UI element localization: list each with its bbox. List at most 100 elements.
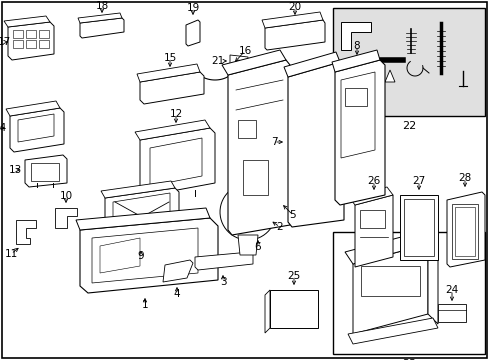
Polygon shape	[78, 13, 122, 23]
Polygon shape	[80, 218, 218, 293]
Text: 11: 11	[4, 249, 18, 259]
Text: 24: 24	[445, 285, 458, 295]
Polygon shape	[76, 208, 209, 230]
Polygon shape	[340, 72, 374, 158]
Polygon shape	[354, 195, 392, 267]
Polygon shape	[348, 187, 392, 205]
Polygon shape	[25, 155, 67, 187]
Text: 6: 6	[254, 242, 261, 252]
Text: 28: 28	[457, 173, 470, 183]
Polygon shape	[269, 290, 317, 328]
Bar	[454, 207, 474, 256]
Polygon shape	[347, 318, 437, 344]
Ellipse shape	[407, 18, 414, 24]
Text: 15: 15	[163, 53, 176, 63]
Polygon shape	[287, 62, 343, 227]
Polygon shape	[137, 64, 200, 82]
Text: 25: 25	[287, 271, 300, 281]
Text: 21: 21	[211, 56, 224, 66]
Polygon shape	[229, 55, 247, 69]
Polygon shape	[222, 50, 285, 75]
Polygon shape	[16, 220, 36, 244]
Polygon shape	[238, 235, 258, 255]
Text: 4: 4	[173, 289, 180, 299]
Polygon shape	[227, 60, 289, 235]
Polygon shape	[92, 228, 198, 283]
Ellipse shape	[346, 164, 358, 176]
Polygon shape	[100, 238, 140, 273]
Polygon shape	[6, 101, 60, 116]
Bar	[332, 232, 484, 354]
Ellipse shape	[262, 187, 284, 203]
Bar	[13, 40, 23, 48]
Polygon shape	[334, 60, 384, 205]
Polygon shape	[140, 128, 215, 196]
Polygon shape	[352, 244, 427, 334]
Bar	[26, 40, 36, 48]
Bar	[39, 40, 49, 48]
Text: 5: 5	[289, 210, 296, 220]
Polygon shape	[195, 252, 252, 270]
Polygon shape	[399, 195, 437, 260]
Text: 7: 7	[270, 137, 277, 147]
Text: 13: 13	[8, 165, 21, 175]
Bar	[345, 88, 366, 106]
Polygon shape	[4, 16, 50, 27]
Text: 16: 16	[238, 46, 251, 56]
Ellipse shape	[275, 296, 284, 304]
Bar	[332, 8, 484, 116]
Polygon shape	[345, 232, 427, 264]
Bar	[243, 160, 267, 195]
Text: 20: 20	[288, 2, 301, 12]
Polygon shape	[185, 20, 200, 46]
Polygon shape	[8, 22, 54, 60]
Text: 1: 1	[142, 300, 148, 310]
Text: 14: 14	[0, 123, 7, 133]
Text: 2: 2	[276, 222, 283, 232]
Ellipse shape	[402, 13, 418, 29]
Bar	[360, 266, 419, 296]
Polygon shape	[427, 244, 437, 324]
Ellipse shape	[457, 61, 467, 71]
Polygon shape	[384, 70, 394, 82]
Polygon shape	[262, 12, 323, 28]
Polygon shape	[340, 22, 370, 50]
Polygon shape	[80, 18, 124, 38]
Polygon shape	[18, 114, 54, 142]
Bar	[359, 210, 384, 228]
Text: 17: 17	[0, 37, 11, 47]
Ellipse shape	[262, 191, 284, 207]
Text: 9: 9	[138, 251, 144, 261]
Text: 26: 26	[366, 176, 380, 186]
Polygon shape	[331, 50, 379, 72]
Bar	[13, 30, 23, 38]
Polygon shape	[135, 120, 209, 140]
Polygon shape	[437, 304, 465, 322]
Text: 3: 3	[219, 277, 226, 287]
Polygon shape	[10, 108, 64, 152]
Ellipse shape	[356, 24, 361, 30]
Text: 23: 23	[401, 359, 415, 360]
Ellipse shape	[277, 315, 282, 320]
Polygon shape	[150, 138, 202, 186]
Ellipse shape	[304, 314, 311, 322]
Polygon shape	[140, 72, 203, 104]
Polygon shape	[55, 208, 77, 228]
Text: 18: 18	[95, 1, 108, 11]
Polygon shape	[105, 188, 179, 246]
Bar	[403, 199, 433, 256]
Text: 27: 27	[411, 176, 425, 186]
Bar	[451, 204, 477, 259]
Text: 22: 22	[401, 121, 415, 131]
Polygon shape	[264, 20, 325, 50]
Polygon shape	[284, 52, 339, 77]
Ellipse shape	[460, 64, 464, 68]
Polygon shape	[101, 181, 175, 198]
Polygon shape	[163, 260, 193, 282]
Text: 19: 19	[186, 3, 199, 13]
Bar	[26, 30, 36, 38]
Text: 10: 10	[60, 191, 72, 201]
Bar	[31, 163, 59, 181]
Ellipse shape	[267, 169, 278, 177]
Polygon shape	[446, 192, 484, 267]
